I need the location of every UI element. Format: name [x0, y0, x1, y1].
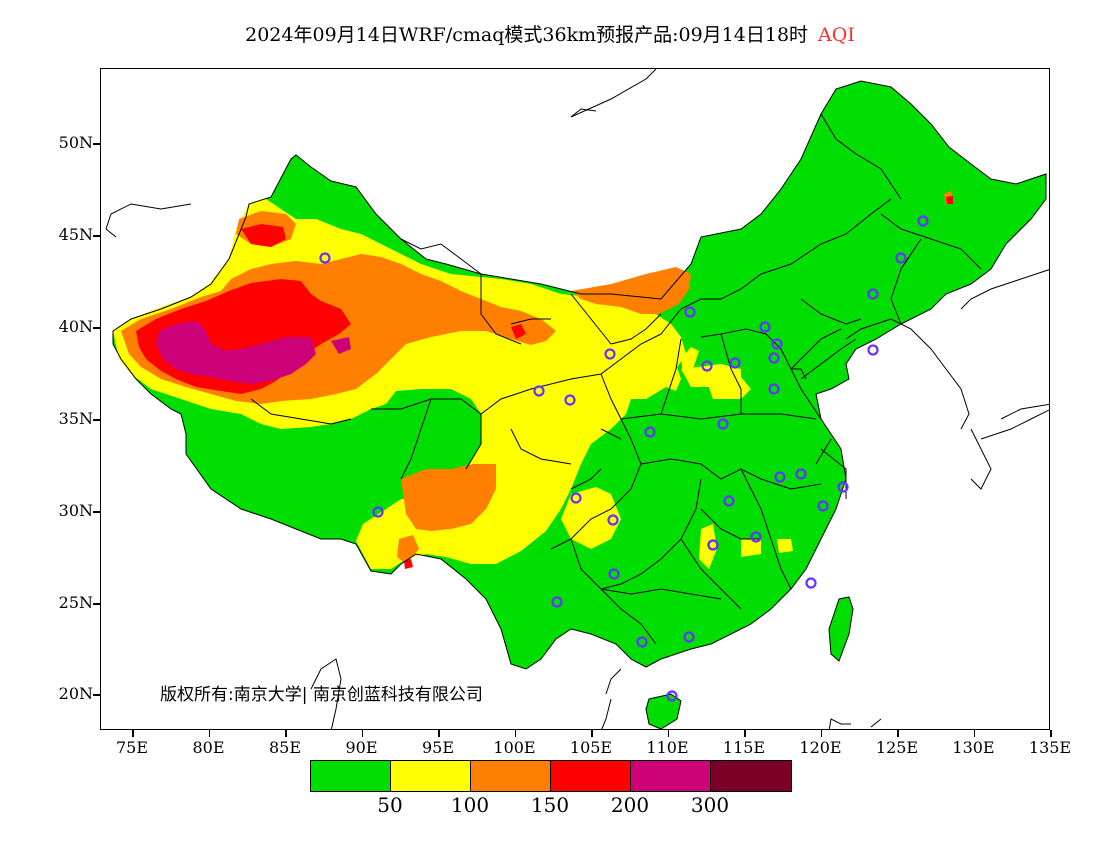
station-marker: [604, 348, 616, 360]
legend-label: 300: [690, 793, 730, 817]
station-marker: [717, 418, 729, 430]
lat-tick-label: 50N: [58, 133, 93, 152]
lon-tick-label: 95E: [421, 738, 455, 757]
title-variable: AQI: [818, 24, 855, 46]
lat-tick-mark: [93, 143, 100, 145]
legend-swatch: [711, 761, 791, 791]
lon-tick-mark: [667, 730, 669, 737]
station-markers: [319, 215, 929, 702]
lon-tick-mark: [438, 730, 440, 737]
station-marker: [867, 288, 879, 300]
legend-swatch: [311, 761, 391, 791]
lat-tick-mark: [93, 419, 100, 421]
station-marker: [768, 352, 780, 364]
station-marker: [608, 568, 620, 580]
lat-tick-label: 35N: [58, 409, 93, 428]
lon-tick-label: 130E: [952, 738, 995, 757]
station-marker: [867, 344, 879, 356]
lat-tick-mark: [93, 235, 100, 237]
station-marker: [707, 539, 719, 551]
station-marker: [759, 321, 771, 333]
station-marker: [750, 531, 762, 543]
lat-tick-mark: [93, 511, 100, 513]
lon-tick-label: 75E: [115, 738, 149, 757]
hainan: [646, 694, 681, 729]
lon-tick-mark: [591, 730, 593, 737]
legend-swatch: [551, 761, 631, 791]
station-marker: [768, 383, 780, 395]
station-marker: [570, 492, 582, 504]
lat-tick-mark: [93, 327, 100, 329]
lon-tick-mark: [208, 730, 210, 737]
copyright-text: 版权所有:南京大学| 南京创蓝科技有限公司: [160, 685, 483, 705]
lon-tick-mark: [744, 730, 746, 737]
province-boundary: [371, 398, 482, 470]
lat-tick-label: 40N: [58, 317, 93, 336]
station-marker: [917, 215, 929, 227]
lat-tick-label: 30N: [58, 501, 93, 520]
station-marker: [774, 471, 786, 483]
station-marker: [771, 338, 783, 350]
lon-tick-mark: [285, 730, 287, 737]
station-marker: [723, 495, 735, 507]
station-marker: [684, 306, 696, 318]
station-marker: [319, 252, 331, 264]
legend-label: 100: [450, 793, 490, 817]
taiwan: [829, 597, 853, 661]
station-marker: [701, 360, 713, 372]
legend-label: 200: [610, 793, 650, 817]
station-marker: [837, 481, 849, 493]
station-marker: [729, 357, 741, 369]
station-marker: [564, 394, 576, 406]
lon-tick-label: 135E: [1028, 738, 1072, 757]
lat-tick-mark: [93, 603, 100, 605]
lon-tick-mark: [514, 730, 516, 737]
lon-tick-mark: [820, 730, 822, 737]
legend-label: 150: [530, 793, 570, 817]
lat-tick-mark: [93, 694, 100, 696]
lat-tick-label: 20N: [58, 684, 93, 703]
station-marker: [805, 577, 817, 589]
lon-tick-label: 80E: [192, 738, 225, 757]
lon-tick-label: 120E: [799, 738, 842, 757]
station-marker: [683, 631, 695, 643]
lon-tick-mark: [973, 730, 975, 737]
station-marker: [372, 506, 384, 518]
station-marker: [551, 596, 563, 608]
legend-swatch: [391, 761, 471, 791]
map-frame: [100, 68, 1050, 730]
station-marker: [533, 385, 545, 397]
station-marker: [795, 468, 807, 480]
station-marker: [636, 636, 648, 648]
lon-tick-label: 100E: [493, 738, 536, 757]
aqi-band-very-unhealthy: [156, 321, 316, 384]
station-marker: [666, 690, 678, 702]
lon-tick-label: 85E: [268, 738, 302, 757]
lon-tick-label: 105E: [569, 738, 613, 757]
lon-tick-mark: [361, 730, 363, 737]
lat-tick-label: 45N: [58, 225, 93, 244]
lon-tick-mark: [1050, 730, 1052, 737]
lat-tick-label: 25N: [58, 593, 93, 612]
map-title: 2024年09月14日WRF/cmaq模式36km预报产品:09月14日18时 A…: [0, 20, 1100, 47]
lon-tick-mark: [897, 730, 899, 737]
lon-tick-mark: [132, 730, 134, 737]
lon-tick-label: 90E: [345, 738, 378, 757]
aqi-legend: [310, 760, 792, 792]
legend-label: 50: [377, 793, 403, 817]
title-text: 2024年09月14日WRF/cmaq模式36km预报产品:09月14日18时: [245, 24, 809, 46]
station-marker: [817, 500, 829, 512]
station-marker: [607, 514, 619, 526]
station-marker: [644, 426, 656, 438]
legend-swatch: [631, 761, 711, 791]
country-boundary: [112, 80, 1047, 670]
lon-tick-label: 110E: [646, 738, 689, 757]
lon-tick-label: 125E: [875, 738, 919, 757]
lon-tick-label: 115E: [722, 738, 766, 757]
station-marker: [895, 252, 907, 264]
aqi-map: [105, 69, 1049, 729]
legend-swatch: [471, 761, 551, 791]
